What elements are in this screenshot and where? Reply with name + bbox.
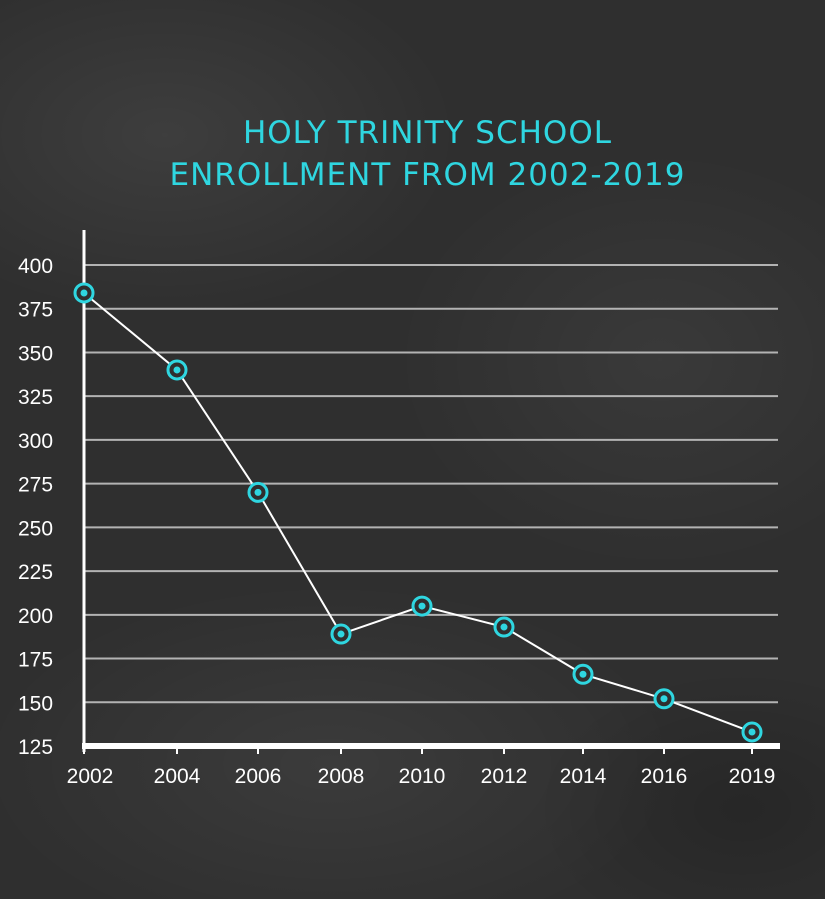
data-point (247, 481, 269, 503)
data-point-dot (173, 366, 181, 374)
data-point-dot (579, 670, 587, 678)
data-point (73, 282, 95, 304)
data-point (411, 595, 433, 617)
data-point (741, 721, 763, 743)
data-point-dot (500, 623, 508, 631)
data-point-dot (254, 488, 262, 496)
data-point-dot (660, 695, 668, 703)
data-point (330, 623, 352, 645)
series-line (83, 292, 753, 733)
data-point-dot (748, 728, 756, 736)
x-tick-label: 2012 (481, 765, 528, 788)
y-tick-label: 350 (18, 342, 53, 365)
series-line-path (83, 292, 753, 733)
y-tick-label: 325 (18, 386, 53, 409)
y-tick-label: 300 (18, 430, 53, 453)
data-point (572, 663, 594, 685)
x-tick-label: 2016 (641, 765, 688, 788)
gridlines (84, 264, 778, 704)
x-tick-label: 2004 (154, 765, 201, 788)
axes (82, 230, 780, 754)
y-tick-label: 225 (18, 561, 53, 584)
data-point (493, 616, 515, 638)
y-tick-label: 150 (18, 692, 53, 715)
x-tick-label: 2014 (560, 765, 607, 788)
y-tick-labels: 400 375 350 325 300 275 250 225 200 175 150 125 (18, 255, 53, 759)
x-tick-label: 2019 (729, 765, 776, 788)
x-tick-label: 2008 (318, 765, 365, 788)
data-markers (73, 282, 763, 743)
x-tick-label: 2002 (67, 765, 114, 788)
x-tick-label: 2006 (235, 765, 282, 788)
y-tick-label: 375 (18, 299, 53, 322)
data-point (166, 359, 188, 381)
y-tick-label: 250 (18, 517, 53, 540)
chart-title-line-2: ENROLLMENT FROM 2002-2019 (169, 157, 686, 193)
y-tick-label: 275 (18, 474, 53, 497)
y-tick-label: 175 (18, 649, 53, 672)
x-tick-label: 2010 (399, 765, 446, 788)
y-tick-label: 200 (18, 605, 53, 628)
data-point-dot (418, 602, 426, 610)
data-point (653, 688, 675, 710)
chart-title-line-1: HOLY TRINITY SCHOOL (242, 115, 613, 151)
x-tick-labels: 2002 2004 2006 2008 2010 2012 2014 2016 2019 (67, 765, 776, 788)
data-point-dot (80, 289, 88, 297)
y-tick-label: 400 (18, 255, 53, 278)
data-point-dot (337, 630, 345, 638)
y-tick-label: 125 (18, 736, 53, 759)
